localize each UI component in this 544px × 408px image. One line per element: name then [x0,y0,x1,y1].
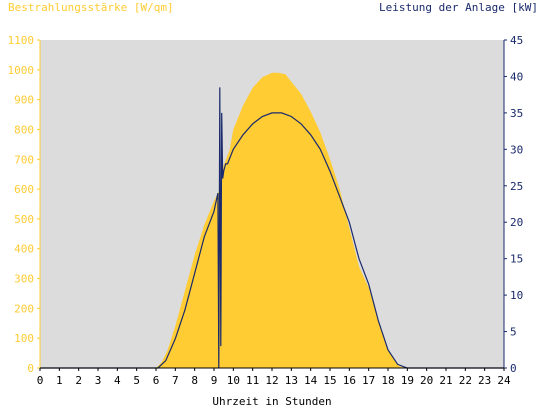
power-line [40,87,504,369]
x-tick-label: 1 [56,374,63,387]
right-tick-label: 35 [510,107,523,120]
x-tick-label: 23 [478,374,491,387]
left-tick-label: 500 [14,213,34,226]
right-tick-label: 10 [510,289,523,302]
right-tick-label: 30 [510,143,523,156]
irradiance-area [40,72,504,369]
x-tick-label: 16 [343,374,356,387]
left-tick-label: 1100 [8,34,35,47]
x-tick-label: 24 [497,374,511,387]
right-tick-label: 45 [510,34,523,47]
x-tick-label: 11 [246,374,259,387]
right-tick-label: 20 [510,216,523,229]
x-tick-label: 15 [323,374,336,387]
x-tick-label: 6 [153,374,160,387]
x-tick-label: 7 [172,374,179,387]
x-axis-title: Uhrzeit in Stunden [212,395,331,408]
x-tick-label: 20 [420,374,433,387]
x-tick-label: 13 [285,374,298,387]
left-tick-label: 300 [14,273,34,286]
x-tick-label: 21 [439,374,452,387]
left-axis-title: Bestrahlungsstärke [W/qm] [8,1,174,14]
x-tick-label: 4 [114,374,121,387]
left-tick-label: 700 [14,153,34,166]
x-tick-label: 2 [75,374,82,387]
right-tick-label: 40 [510,70,523,83]
right-tick-label: 15 [510,253,523,266]
right-tick-label: 0 [510,362,517,375]
right-axis-title: Leistung der Anlage [kW] [379,1,538,14]
x-tick-label: 0 [37,374,44,387]
left-tick-label: 800 [14,123,34,136]
x-tick-label: 22 [459,374,472,387]
right-tick-label: 25 [510,180,523,193]
left-tick-label: 600 [14,183,34,196]
right-tick-label: 5 [510,326,517,339]
x-tick-label: 19 [401,374,414,387]
x-tick-label: 5 [133,374,140,387]
x-tick-label: 12 [265,374,278,387]
left-tick-label: 100 [14,332,34,345]
x-tick-label: 14 [304,374,318,387]
left-tick-label: 0 [27,362,34,375]
left-tick-label: 1000 [8,64,35,77]
x-tick-label: 17 [362,374,375,387]
x-tick-label: 8 [191,374,198,387]
left-tick-label: 200 [14,302,34,315]
left-tick-label: 900 [14,94,34,107]
axes: 0100200300400500600700800900100011000510… [8,34,524,387]
x-tick-label: 9 [211,374,218,387]
x-tick-label: 18 [381,374,394,387]
x-tick-label: 3 [95,374,102,387]
left-tick-label: 400 [14,243,34,256]
x-tick-label: 10 [227,374,240,387]
